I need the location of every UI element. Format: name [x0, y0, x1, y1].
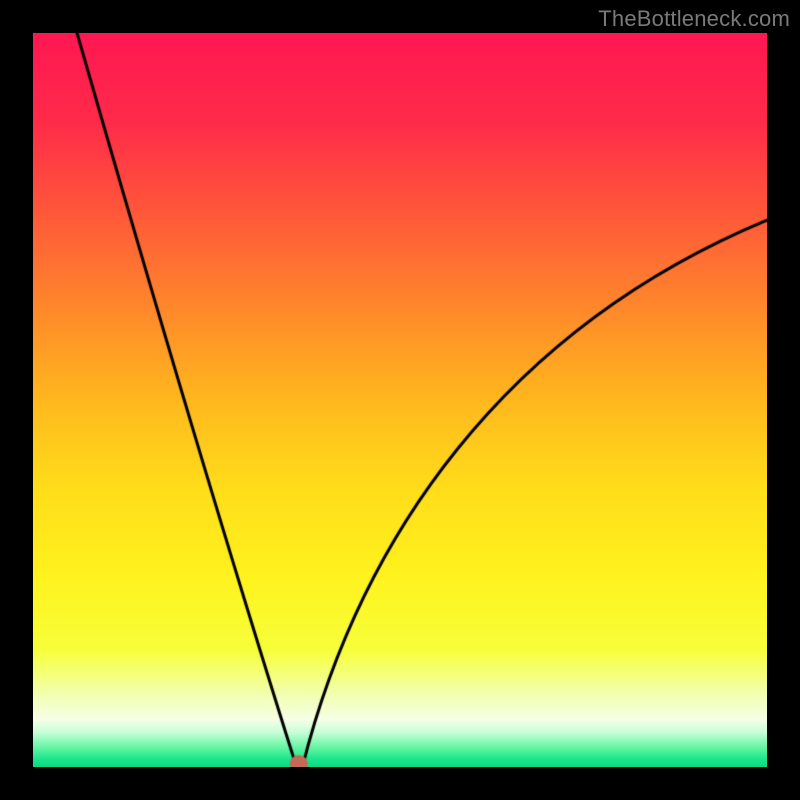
- chart-root: TheBottleneck.com: [0, 0, 800, 800]
- bottleneck-curve: [33, 33, 767, 767]
- watermark-text: TheBottleneck.com: [598, 6, 790, 32]
